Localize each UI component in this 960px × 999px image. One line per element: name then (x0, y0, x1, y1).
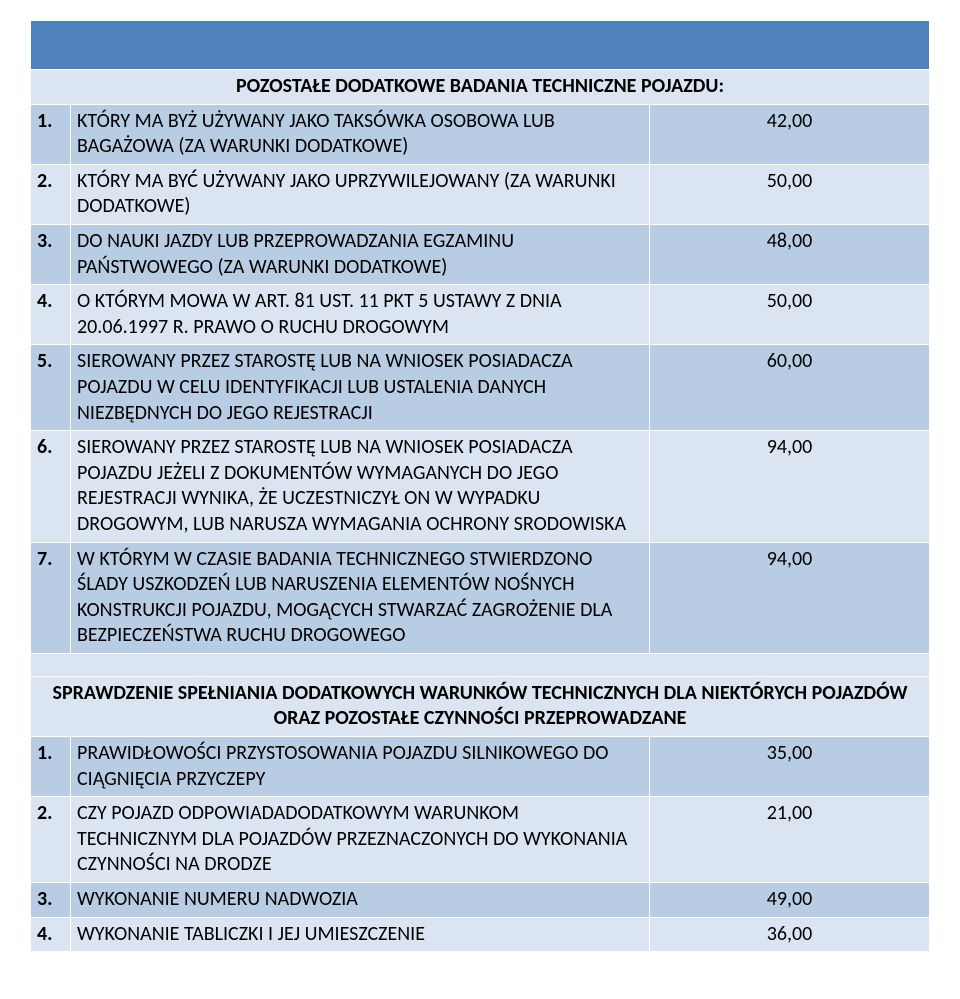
table-row: 4.O KTÓRYM MOWA W ART. 81 UST. 11 PKT 5 … (31, 285, 930, 345)
row-price: 36,00 (649, 917, 929, 952)
row-description: WYKONANIE NUMERU NADWOZIA (71, 883, 650, 918)
table-row: 1.PRAWIDŁOWOŚCI PRZYSTOSOWANIA POJAZDU S… (31, 737, 930, 797)
row-price: 50,00 (649, 164, 929, 224)
row-number: 2. (31, 164, 71, 224)
row-number: 5. (31, 345, 71, 431)
row-number: 6. (31, 431, 71, 542)
row-description: KTÓRY MA BYĆ UŻYWANY JAKO UPRZYWILEJOWAN… (71, 164, 650, 224)
row-number: 3. (31, 883, 71, 918)
row-description: KTÓRY MA BYŻ UŻYWANY JAKO TAKSÓWKA OSOBO… (71, 104, 650, 164)
gap-cell (31, 653, 930, 676)
row-price: 35,00 (649, 737, 929, 797)
row-description: SIEROWANY PRZEZ STAROSTĘ LUB NA WNIOSEK … (71, 431, 650, 542)
row-number: 3. (31, 224, 71, 284)
row-number: 1. (31, 737, 71, 797)
row-description: SIEROWANY PRZEZ STAROSTĘ LUB NA WNIOSEK … (71, 345, 650, 431)
section-title-row: SPRAWDZENIE SPEŁNIANIA DODATKOWYCH WARUN… (31, 676, 930, 736)
table-row: 3.DO NAUKI JAZDY LUB PRZEPROWADZANIA EGZ… (31, 224, 930, 284)
row-number: 4. (31, 917, 71, 952)
row-price: 21,00 (649, 797, 929, 883)
row-number: 4. (31, 285, 71, 345)
table-row: 5.SIEROWANY PRZEZ STAROSTĘ LUB NA WNIOSE… (31, 345, 930, 431)
row-number: 7. (31, 542, 71, 653)
row-price: 49,00 (649, 883, 929, 918)
row-price: 50,00 (649, 285, 929, 345)
table-row: 2.KTÓRY MA BYĆ UŻYWANY JAKO UPRZYWILEJOW… (31, 164, 930, 224)
row-price: 42,00 (649, 104, 929, 164)
table-row: 2.CZY POJAZD ODPOWIADADODATKOWYM WARUNKO… (31, 797, 930, 883)
row-number: 1. (31, 104, 71, 164)
row-description: DO NAUKI JAZDY LUB PRZEPROWADZANIA EGZAM… (71, 224, 650, 284)
row-description: PRAWIDŁOWOŚCI PRZYSTOSOWANIA POJAZDU SIL… (71, 737, 650, 797)
table-row: 6.SIEROWANY PRZEZ STAROSTĘ LUB NA WNIOSE… (31, 431, 930, 542)
table-header-band (31, 21, 930, 70)
document-page: POZOSTAŁE DODATKOWE BADANIA TECHNICZNE P… (0, 0, 960, 952)
row-description: CZY POJAZD ODPOWIADADODATKOWYM WARUNKOM … (71, 797, 650, 883)
row-description: WYKONANIE TABLICZKI I JEJ UMIESZCZENIE (71, 917, 650, 952)
row-description: O KTÓRYM MOWA W ART. 81 UST. 11 PKT 5 US… (71, 285, 650, 345)
row-price: 94,00 (649, 431, 929, 542)
table-row: 7.W KTÓRYM W CZASIE BADANIA TECHNICZNEGO… (31, 542, 930, 653)
table-row: 3.WYKONANIE NUMERU NADWOZIA49,00 (31, 883, 930, 918)
row-number: 2. (31, 797, 71, 883)
table-row: 1.KTÓRY MA BYŻ UŻYWANY JAKO TAKSÓWKA OSO… (31, 104, 930, 164)
row-description: W KTÓRYM W CZASIE BADANIA TECHNICZNEGO S… (71, 542, 650, 653)
row-price: 48,00 (649, 224, 929, 284)
section-title-row: POZOSTAŁE DODATKOWE BADANIA TECHNICZNE P… (31, 70, 930, 105)
section-title: POZOSTAŁE DODATKOWE BADANIA TECHNICZNE P… (31, 70, 930, 105)
section-title: SPRAWDZENIE SPEŁNIANIA DODATKOWYCH WARUN… (31, 676, 930, 736)
pricing-table: POZOSTAŁE DODATKOWE BADANIA TECHNICZNE P… (30, 20, 930, 952)
row-price: 94,00 (649, 542, 929, 653)
header-cell (31, 21, 930, 70)
gap-row (31, 653, 930, 676)
row-price: 60,00 (649, 345, 929, 431)
table-row: 4.WYKONANIE TABLICZKI I JEJ UMIESZCZENIE… (31, 917, 930, 952)
